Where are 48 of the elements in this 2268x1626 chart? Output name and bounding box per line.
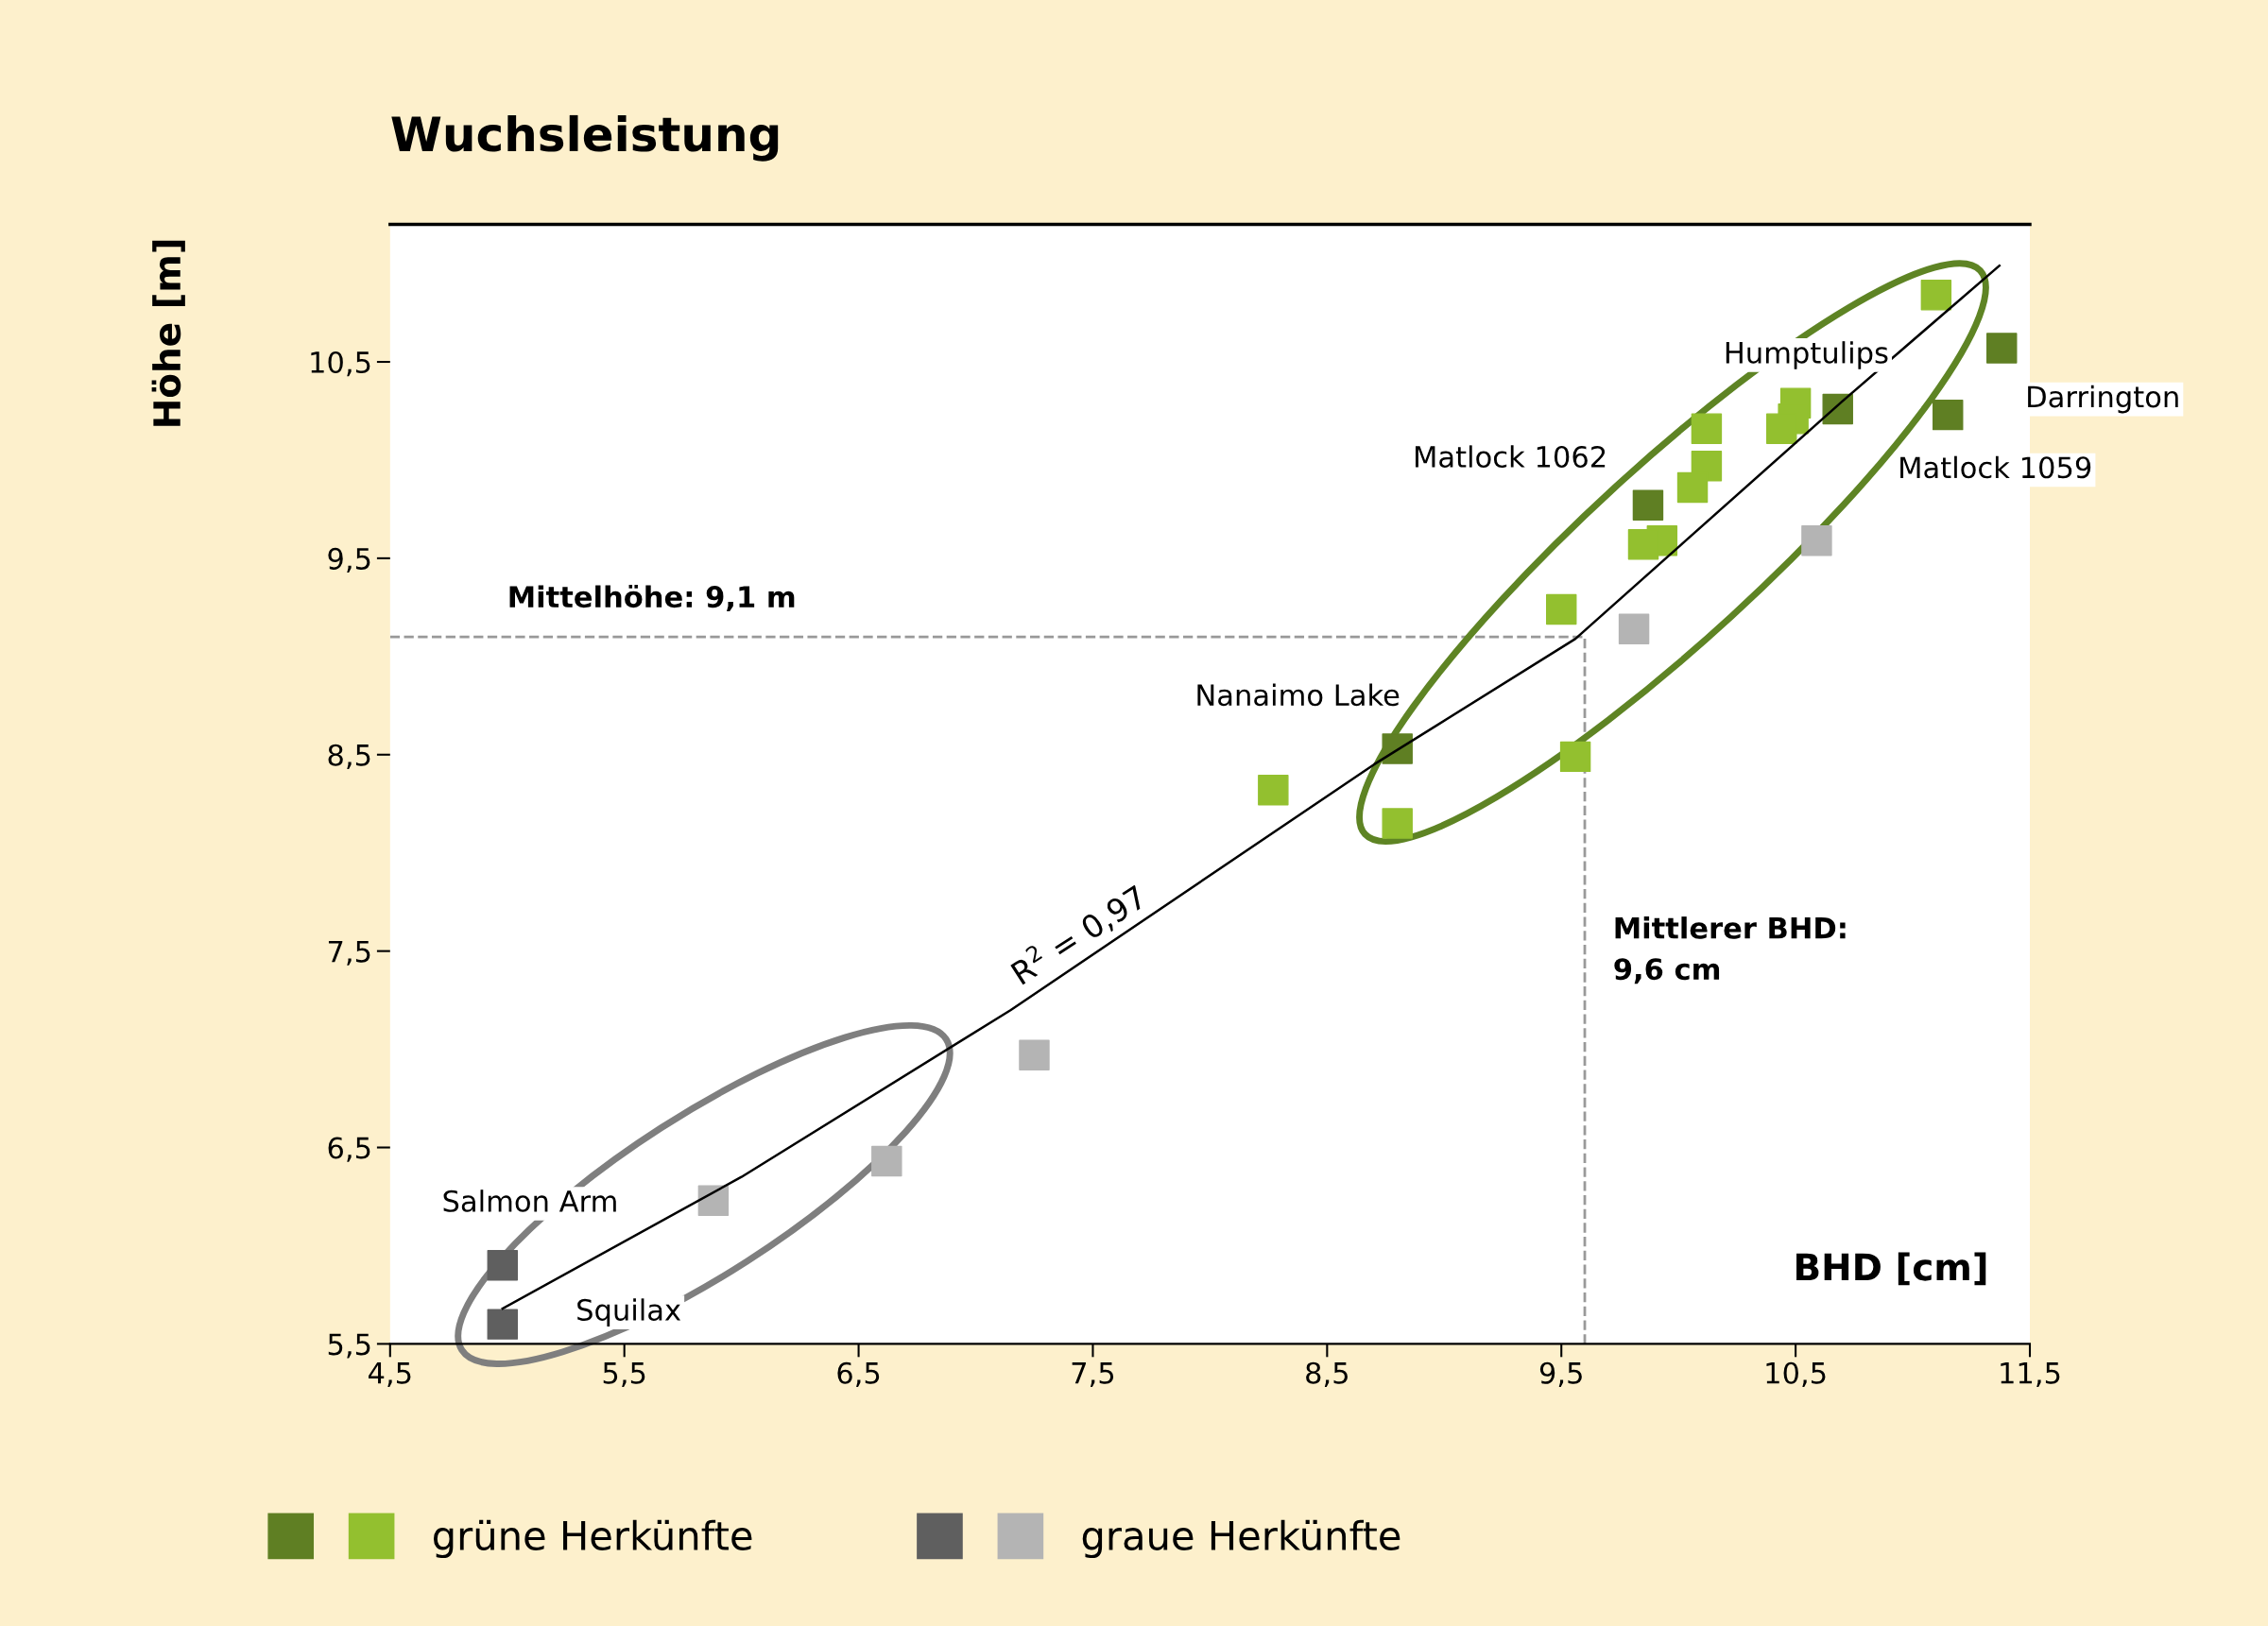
point — [487, 1309, 519, 1340]
point — [1920, 280, 1952, 311]
annotation: Humptulips — [1726, 341, 1888, 369]
point — [1632, 489, 1664, 521]
point — [1545, 593, 1577, 625]
annotation: Nanaimo Lake — [1197, 683, 1400, 707]
x-tick-label: 5,5 — [603, 1362, 645, 1387]
chart-title: Wuchsleistung — [391, 114, 779, 162]
point — [1618, 613, 1650, 644]
x-tick-label: 11,5 — [2001, 1362, 2060, 1387]
x-tick-label: 4,5 — [369, 1362, 411, 1387]
point — [871, 1145, 902, 1177]
annotation: Squilax — [577, 1298, 681, 1326]
x-tick-label: 7,5 — [1072, 1362, 1114, 1387]
y-tick-label: 10,5 — [311, 351, 370, 377]
x-tick-label: 6,5 — [837, 1361, 880, 1387]
point — [1627, 529, 1659, 560]
annotation: R$^{2}$ = 0,97 — [1007, 880, 1149, 988]
point — [487, 1250, 519, 1281]
point — [1258, 774, 1289, 806]
point — [1691, 413, 1723, 444]
legend-label: graue Herkünfte — [1082, 1519, 1400, 1559]
x-tick-label: 8,5 — [1306, 1361, 1348, 1387]
point — [1801, 524, 1832, 556]
annotation: Matlock 1062 — [1416, 445, 1606, 469]
point — [1933, 399, 1964, 431]
ref-line-label: Mittlerer BHD: 9,6 cm — [1614, 916, 1846, 984]
x-tick-label: 9,5 — [1539, 1361, 1582, 1387]
annotation: Darrington — [2028, 385, 2178, 414]
x-axis-title: BHD [cm] — [1796, 1252, 1986, 1286]
y-tick-label: 8,5 — [328, 744, 370, 769]
point — [1559, 741, 1591, 773]
legend-label: grüne Herkünfte — [433, 1519, 752, 1559]
point — [1766, 413, 1797, 444]
y-tick-label: 6,5 — [328, 1137, 370, 1162]
y-tick-label: 9,5 — [328, 547, 370, 573]
y-tick-label: 5,5 — [328, 1333, 370, 1359]
point — [697, 1185, 730, 1216]
point — [1676, 471, 1709, 504]
ref-line-label: Mittelhöhe: 9,1 m — [509, 585, 795, 612]
y-tick-label: 7,5 — [328, 940, 370, 966]
point — [1019, 1039, 1050, 1071]
annotation: Salmon Arm — [443, 1190, 616, 1212]
annotation: Matlock 1059 — [1900, 455, 2091, 479]
point — [1382, 808, 1413, 839]
y-axis-title: Höhe [m] — [151, 240, 185, 426]
point — [1986, 333, 2018, 364]
x-tick-label: 10,5 — [1766, 1361, 1826, 1387]
